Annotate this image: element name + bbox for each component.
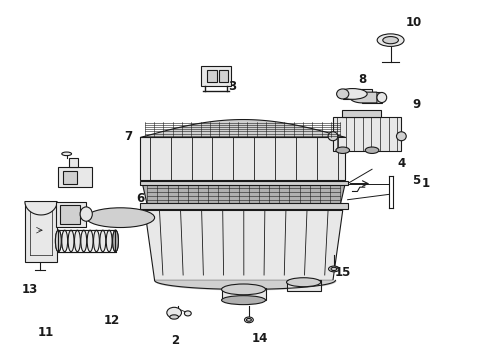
- Text: 3: 3: [228, 80, 236, 93]
- Polygon shape: [143, 184, 345, 205]
- Ellipse shape: [328, 132, 338, 141]
- Text: 15: 15: [335, 266, 351, 279]
- Bar: [140, 181, 347, 185]
- Bar: [140, 203, 347, 209]
- Bar: [343, 89, 372, 99]
- Ellipse shape: [167, 307, 181, 318]
- Ellipse shape: [246, 319, 251, 321]
- Ellipse shape: [113, 230, 119, 252]
- Ellipse shape: [100, 230, 106, 252]
- Ellipse shape: [94, 230, 99, 252]
- Bar: [333, 117, 401, 151]
- Ellipse shape: [81, 230, 87, 252]
- Ellipse shape: [106, 230, 112, 252]
- Text: 1: 1: [422, 177, 430, 190]
- Ellipse shape: [338, 89, 367, 99]
- Polygon shape: [56, 202, 86, 226]
- Polygon shape: [145, 211, 343, 280]
- Ellipse shape: [55, 230, 61, 252]
- Text: 2: 2: [172, 334, 180, 347]
- Bar: [201, 66, 231, 86]
- Text: 5: 5: [412, 174, 420, 187]
- Ellipse shape: [245, 317, 253, 323]
- Ellipse shape: [87, 230, 93, 252]
- Ellipse shape: [62, 152, 72, 156]
- Bar: [219, 70, 228, 82]
- Bar: [58, 230, 115, 252]
- Ellipse shape: [221, 284, 266, 295]
- Text: 12: 12: [104, 314, 120, 327]
- Ellipse shape: [331, 267, 337, 271]
- Bar: [58, 167, 92, 187]
- Ellipse shape: [74, 230, 80, 252]
- Ellipse shape: [221, 296, 266, 305]
- Text: 7: 7: [124, 130, 133, 144]
- Ellipse shape: [329, 266, 339, 272]
- Text: 11: 11: [38, 326, 54, 339]
- Ellipse shape: [86, 208, 155, 228]
- Ellipse shape: [55, 230, 61, 252]
- Ellipse shape: [336, 147, 349, 153]
- Text: 6: 6: [136, 192, 144, 205]
- Ellipse shape: [337, 89, 349, 99]
- Bar: [362, 92, 382, 103]
- Bar: [342, 110, 381, 117]
- Ellipse shape: [80, 207, 92, 221]
- Text: 10: 10: [405, 16, 422, 29]
- Text: 9: 9: [413, 98, 421, 111]
- Bar: [221, 288, 266, 300]
- Text: 4: 4: [397, 157, 406, 170]
- Polygon shape: [350, 92, 377, 103]
- Ellipse shape: [68, 230, 74, 252]
- Ellipse shape: [396, 132, 406, 141]
- Polygon shape: [25, 202, 57, 215]
- Ellipse shape: [377, 93, 387, 103]
- Text: 14: 14: [251, 332, 268, 345]
- Bar: [69, 158, 78, 167]
- Polygon shape: [25, 202, 57, 262]
- Ellipse shape: [377, 34, 404, 46]
- Bar: [207, 70, 217, 82]
- Bar: [63, 171, 77, 184]
- Ellipse shape: [383, 37, 398, 44]
- Bar: [60, 205, 80, 224]
- Ellipse shape: [113, 230, 119, 252]
- Ellipse shape: [62, 230, 68, 252]
- Ellipse shape: [365, 147, 379, 153]
- Ellipse shape: [170, 315, 178, 319]
- Text: 8: 8: [358, 73, 367, 86]
- Ellipse shape: [287, 278, 321, 287]
- Ellipse shape: [184, 311, 191, 316]
- Bar: [287, 280, 321, 291]
- Text: 13: 13: [22, 283, 38, 296]
- Polygon shape: [140, 137, 345, 180]
